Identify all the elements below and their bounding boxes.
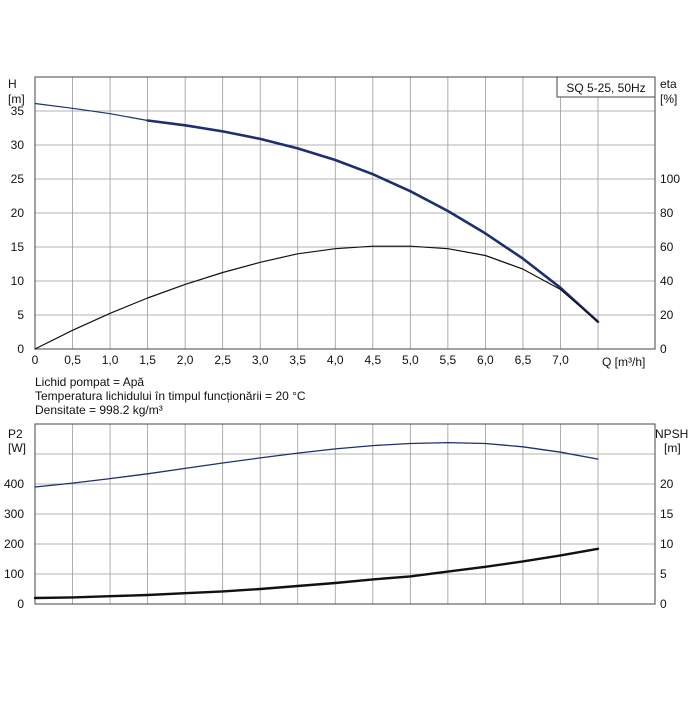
liquid-notes: Lichid pompat = Apă Temperatura lichidul…: [35, 375, 306, 417]
x-tick-label: 6,5: [515, 353, 532, 367]
top-chart-series: [34, 102, 600, 350]
top-chart-frame: [34, 76, 656, 350]
x-tick-label: 2,5: [214, 353, 231, 367]
top-right-y-tick-label: 40: [660, 274, 674, 288]
power-npsh-chart: 0 100 200 300 400 0 5 10 15 20 P2 [W] NPSH [m]: [4, 423, 688, 611]
bottom-left-y-tick-label: 100: [4, 567, 24, 581]
bottom-chart-gridlines: [34, 423, 655, 605]
top-left-y-tick-label: 10: [11, 274, 25, 288]
efficiency-curve: [34, 245, 599, 350]
bottom-chart-right-y-ticks: 0 5 10 15 20: [660, 477, 674, 611]
bottom-chart-series: [33, 441, 600, 600]
x-tick-label: 6,0: [477, 353, 494, 367]
top-left-y-tick-label: 15: [11, 240, 25, 254]
bottom-left-y-tick-label: 200: [4, 537, 24, 551]
top-right-y-tick-label: 20: [660, 308, 674, 322]
x-tick-label: 5,5: [440, 353, 457, 367]
top-chart-x-ticks: 0 0,5 1,0 1,5 2,0 2,5 3,0 3,5 4,0 4,5 5,0 5,5 6,0 6,5…: [32, 353, 569, 367]
bottom-right-y-tick-label: 20: [660, 477, 674, 491]
x-tick-label: 0: [32, 353, 39, 367]
top-left-y-tick-label: 5: [17, 308, 24, 322]
bottom-left-y-tick-label: 400: [4, 477, 24, 491]
top-left-y-tick-label: 25: [11, 172, 25, 186]
top-right-y-tick-label: 100: [660, 172, 680, 186]
top-right-y-tick-label: 60: [660, 240, 674, 254]
power-curve: [34, 441, 599, 488]
performance-curve-chart: 0 0,5 1,0 1,5 2,0 2,5 3,0 3,5 4,0 4,5 5,0 5,5 6,0 6,5…: [8, 76, 680, 369]
top-chart-right-y-ticks: 0 20 40 60 80 100: [660, 172, 680, 356]
top-right-axis-name: eta: [660, 77, 677, 91]
chart-title: SQ 5-25, 50Hz: [566, 81, 645, 95]
x-tick-label: 5,0: [402, 353, 419, 367]
npsh-curve: [33, 547, 600, 600]
top-left-y-tick-label: 35: [11, 104, 25, 118]
top-chart-gridlines: [34, 76, 655, 350]
bottom-right-y-tick-label: 10: [660, 537, 674, 551]
bottom-left-axis-name: P2: [8, 427, 23, 441]
x-tick-label: 0,5: [64, 353, 81, 367]
bottom-chart-left-y-ticks: 0 100 200 300 400: [4, 477, 24, 611]
bottom-chart-frame: [34, 423, 656, 605]
bottom-right-y-tick-label: 0: [660, 597, 667, 611]
chart-title-box: SQ 5-25, 50Hz: [556, 76, 656, 98]
top-left-axis-name: H: [8, 77, 17, 91]
head-curve: [146, 119, 600, 324]
top-right-y-tick-label: 0: [660, 342, 667, 356]
x-tick-label: 3,5: [289, 353, 306, 367]
bottom-right-axis-name: NPSH: [655, 427, 688, 441]
bottom-left-axis-unit: [W]: [8, 441, 26, 455]
x-tick-label: 7,0: [552, 353, 569, 367]
x-tick-label: 1,5: [139, 353, 156, 367]
top-left-y-tick-label: 30: [11, 138, 25, 152]
x-tick-label: 3,0: [252, 353, 269, 367]
top-left-y-tick-label: 20: [11, 206, 25, 220]
top-left-axis-unit: [m]: [8, 92, 25, 106]
bottom-right-y-tick-label: 15: [660, 507, 674, 521]
x-tick-label: 4,0: [327, 353, 344, 367]
top-chart-left-y-ticks: 0 5 10 15 20 25 30 35: [11, 104, 25, 356]
bottom-right-y-tick-label: 5: [660, 567, 667, 581]
head-curve-extension: [34, 102, 149, 122]
note-liquid-temperature: Temperatura lichidului în timpul funcțio…: [35, 389, 306, 403]
x-axis-label: Q [m³/h]: [602, 355, 645, 369]
x-tick-label: 1,0: [102, 353, 119, 367]
x-tick-label: 4,5: [364, 353, 381, 367]
note-density: Densitate = 998.2 kg/m³: [35, 403, 163, 417]
top-right-y-tick-label: 80: [660, 206, 674, 220]
bottom-left-y-tick-label: 300: [4, 507, 24, 521]
top-right-axis-unit: [%]: [660, 92, 677, 106]
note-pumped-liquid: Lichid pompat = Apă: [35, 375, 144, 389]
bottom-left-y-tick-label: 0: [17, 597, 24, 611]
top-left-y-tick-label: 0: [17, 342, 24, 356]
bottom-right-axis-unit: [m]: [664, 441, 681, 455]
x-tick-label: 2,0: [177, 353, 194, 367]
